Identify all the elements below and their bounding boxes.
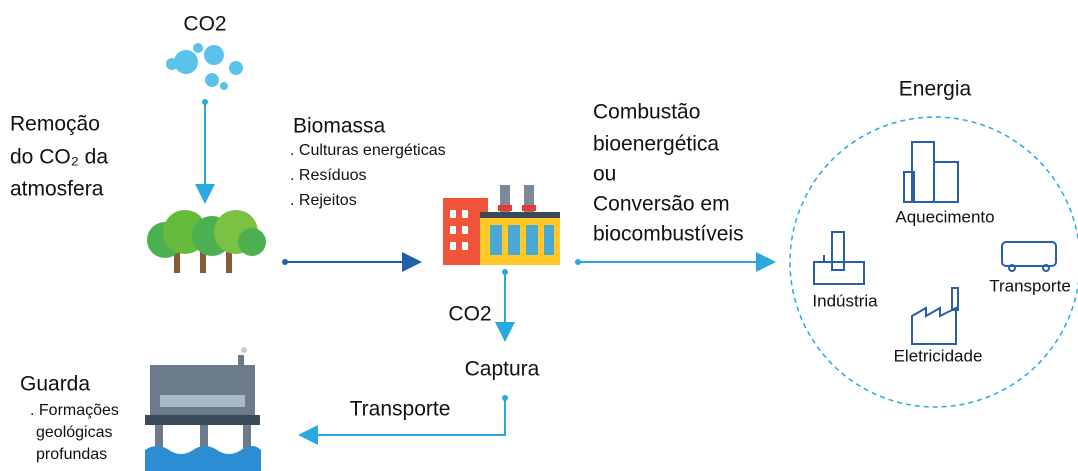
removal-line: atmosfera: [10, 178, 104, 201]
conversion-line: ou: [593, 163, 616, 186]
capture-label: Captura: [465, 358, 540, 381]
storage-line: . Formações: [30, 402, 119, 419]
biomass-item: . Rejeitos: [290, 192, 357, 209]
conversion-line: biocombustíveis: [593, 223, 744, 246]
storage-title: Guarda: [20, 373, 90, 396]
capture-gas: CO2: [448, 303, 491, 326]
energy-icons: [814, 142, 1056, 344]
energy-use: Transporte: [989, 276, 1071, 295]
diagram: CO2 Remoção do CO₂ da atmosfera Biomassa…: [0, 0, 1078, 471]
conversion-line: Conversão em: [593, 193, 730, 216]
removal-line: Remoção: [10, 113, 100, 136]
biomass-item: . Resíduos: [290, 167, 366, 184]
transport-label: Transporte: [350, 398, 451, 421]
biomass-item: . Culturas energéticas: [290, 142, 446, 159]
removal-line: do CO₂ da: [10, 146, 108, 169]
storage-line: profundas: [36, 446, 107, 463]
trees-icon: [147, 210, 266, 273]
co2-label: CO2: [183, 13, 226, 36]
biomass-title: Biomassa: [293, 115, 386, 138]
conversion-line: bioenergética: [593, 133, 719, 156]
storage-line: geológicas: [36, 424, 113, 441]
energy-use: Eletricidade: [894, 346, 983, 365]
energy-use: Aquecimento: [895, 207, 994, 226]
platform-icon: [145, 347, 261, 471]
co2-bubbles: [166, 43, 243, 90]
energy-title: Energia: [899, 78, 972, 101]
conversion-line: Combustão: [593, 101, 700, 124]
energy-use: Indústria: [812, 291, 878, 310]
factory-icon: [443, 185, 560, 265]
